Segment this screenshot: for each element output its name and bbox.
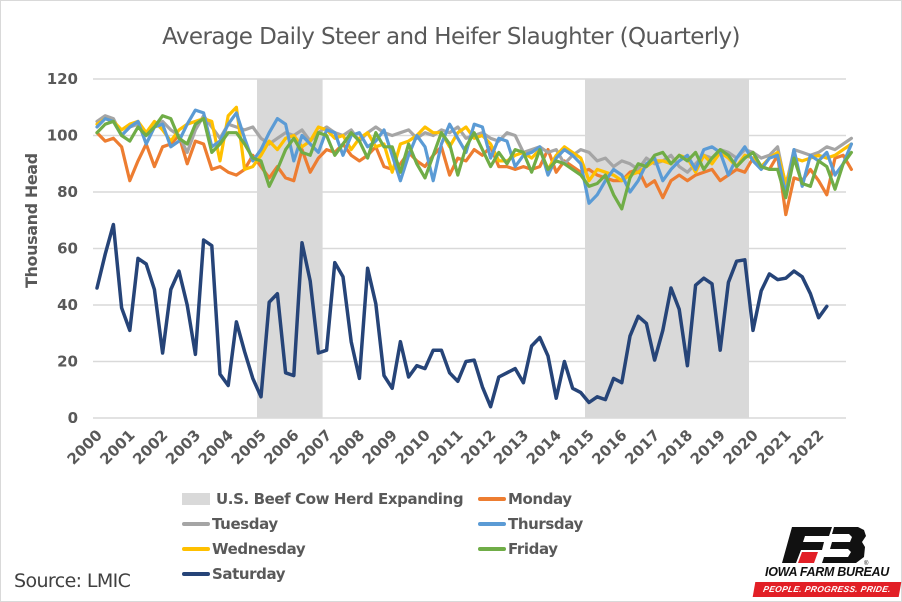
- chart-title: Average Daily Steer and Heifer Slaughter…: [162, 24, 740, 50]
- legend-swatch-saturday: [182, 572, 210, 576]
- x-tick-label: 2010: [392, 426, 434, 468]
- legend-item-thursday: Thursday: [478, 515, 583, 533]
- y-tick-label: 80: [57, 183, 78, 201]
- y-tick-label: 100: [47, 127, 78, 145]
- x-tick-label: 2006: [260, 426, 302, 468]
- x-tick-label: 2007: [293, 426, 335, 468]
- y-tick-label: 40: [57, 296, 78, 314]
- x-tick-label: 2012: [457, 426, 499, 468]
- legend-label: Wednesday: [212, 540, 306, 558]
- legend-swatch-monday: [478, 497, 506, 501]
- x-tick-label: 2014: [523, 426, 565, 468]
- legend-label: Tuesday: [212, 515, 278, 533]
- x-tick-label: 2016: [588, 426, 630, 468]
- iowa-farm-bureau-logo: ® IOWA FARM BUREAU PEOPLE. PROGRESS. PRI…: [752, 525, 902, 601]
- y-tick-label: 20: [57, 353, 78, 371]
- x-tick-label: 2005: [228, 426, 270, 468]
- x-tick-label: 2015: [556, 426, 598, 468]
- x-tick-label: 2004: [195, 426, 237, 468]
- y-tick-label: 60: [57, 240, 78, 258]
- legend-label: Saturday: [212, 565, 286, 583]
- legend-item-monday: Monday: [478, 490, 572, 508]
- x-tick-label: 2001: [96, 426, 138, 468]
- source-note: Source: LMIC: [14, 570, 131, 592]
- x-tick-label: 2020: [720, 426, 762, 468]
- legend: U.S. Beef Cow Herd Expanding Monday Tues…: [182, 490, 622, 590]
- x-tick-label: 2013: [490, 426, 532, 468]
- x-tick-label: 2002: [129, 426, 171, 468]
- y-tick-label: 120: [47, 70, 78, 88]
- logo-wordmark: IOWA FARM BUREAU: [765, 565, 889, 579]
- x-tick-label: 2021: [752, 426, 794, 468]
- legend-label: Friday: [508, 540, 558, 558]
- fb-logo-icon: ®: [782, 527, 869, 565]
- x-tick-label: 2011: [424, 426, 466, 468]
- legend-label: Monday: [508, 490, 572, 508]
- legend-item-saturday: Saturday: [182, 565, 286, 583]
- series-line-wednesday: [95, 105, 854, 186]
- legend-item-wednesday: Wednesday: [182, 540, 306, 558]
- legend-swatch-wednesday: [182, 547, 210, 551]
- x-tick-label: 2019: [687, 426, 729, 468]
- series-line-thursday: [95, 108, 854, 205]
- x-tick-label: 2017: [621, 426, 663, 468]
- legend-swatch-thursday: [478, 522, 506, 526]
- legend-item-shade: U.S. Beef Cow Herd Expanding: [182, 490, 464, 508]
- series-line-saturday: [95, 222, 829, 409]
- legend-item-tuesday: Tuesday: [182, 515, 278, 533]
- x-tick-label: 2022: [785, 426, 827, 468]
- legend-item-friday: Friday: [478, 540, 558, 558]
- legend-swatch-friday: [478, 547, 506, 551]
- x-tick-label: 2018: [654, 426, 696, 468]
- legend-swatch-shade: [182, 493, 210, 505]
- x-tick-label: 2000: [64, 426, 106, 468]
- series-line-monday: [95, 131, 854, 217]
- x-tick-label: 2008: [326, 426, 368, 468]
- legend-swatch-tuesday: [182, 522, 210, 526]
- svg-text:®: ®: [864, 560, 869, 565]
- x-tick-label: 2009: [359, 426, 401, 468]
- y-tick-label: 0: [68, 409, 78, 427]
- series-line-friday: [95, 114, 854, 211]
- x-tick-label: 2003: [162, 426, 204, 468]
- legend-label: Thursday: [508, 515, 583, 533]
- logo-tagline: PEOPLE. PROGRESS. PRIDE.: [752, 582, 902, 597]
- legend-label: U.S. Beef Cow Herd Expanding: [216, 490, 464, 508]
